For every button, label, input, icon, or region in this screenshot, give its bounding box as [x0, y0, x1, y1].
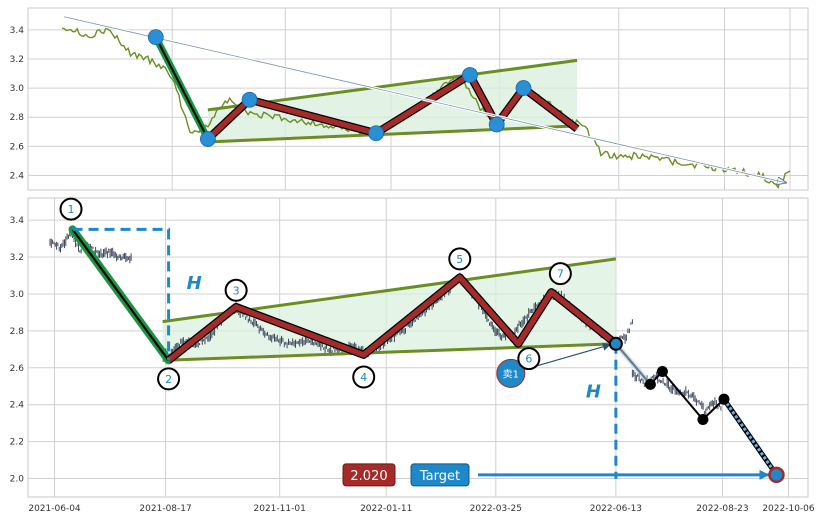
overview-panel: 2.4 2.6 2.8 3.0 3.2 3.4 [10, 7, 809, 191]
detail-target-point [768, 466, 785, 484]
detail-xtick-label: 2021-06-04 [28, 504, 81, 514]
detail-h-measure-line [72, 227, 171, 361]
detail-pivot-label-circle [448, 247, 472, 271]
detail-ytick-label: 3.4 [10, 216, 25, 226]
overview-pivot-marker [462, 67, 478, 83]
detail-xtick-label: 2022-10-06 [762, 504, 815, 514]
detail-panel: 2021-06-04 2021-08-17 2021-11-01 2022-01-11… [10, 197, 815, 514]
detail-ytick-label: 2.6 [10, 364, 25, 374]
overview-frame [27, 7, 809, 191]
detail-xtick-label: 2021-08-17 [139, 504, 191, 514]
detail-ytick-label: 3.0 [10, 290, 25, 300]
detail-sell-circle [496, 358, 526, 388]
detail-pivot-label-circle [157, 367, 181, 391]
overview-pivot-marker [368, 125, 385, 142]
detail-pivot-label-circle [517, 347, 541, 371]
overview-pivot-marker [241, 91, 258, 108]
detail-forecast-point [656, 365, 668, 377]
overview-ytick-label: 2.8 [10, 113, 25, 123]
detail-frame [27, 197, 809, 498]
detail-xtick-label: 2022-06-13 [590, 504, 642, 514]
detail-pivot-label-circle [352, 365, 376, 389]
detail-xtick-label: 2022-01-11 [360, 504, 412, 514]
overview-ytick-label: 2.4 [10, 171, 25, 181]
overview-flagpole-inner [154, 36, 209, 140]
detail-pivot-label: 2 [165, 373, 172, 386]
detail-h-label: H [187, 273, 202, 294]
detail-pivot-label-circle [548, 262, 572, 286]
overview-trend-arrow-line [63, 16, 787, 184]
detail-sell-arrow [524, 342, 611, 370]
overview-pivot-marker [147, 29, 164, 46]
detail-flagpole-inner [71, 228, 170, 362]
detail-xtick-label: 2022-03-25 [470, 504, 522, 514]
detail-pivot-label: 7 [557, 268, 564, 281]
detail-lower-trendline [162, 342, 616, 362]
overview-pivot-marker [515, 80, 532, 96]
detail-xtick-label: 2021-11-01 [254, 504, 306, 514]
detail-ytick-label: 2.2 [10, 438, 24, 448]
detail-pivot-label: 1 [68, 203, 75, 216]
detail-forecast-point [644, 378, 656, 390]
detail-ytick-label: 3.2 [10, 253, 24, 263]
detail-forecast-path [615, 343, 778, 476]
overview-pivot-marker [488, 116, 505, 133]
detail-forecast-point [697, 413, 709, 425]
detail-forecast-leg1 [613, 342, 653, 387]
detail-ytick-label: 2.4 [10, 401, 25, 411]
overview-lower-trendline [207, 124, 578, 144]
detail-pivot-label: 3 [233, 284, 240, 297]
overview-triangle-fill [207, 60, 578, 142]
detail-target-label: Target [419, 469, 460, 484]
overview-ytick-label: 2.6 [10, 142, 25, 152]
detail-breakout-point [608, 336, 623, 351]
detail-xtick-label: 2022-08-23 [696, 504, 748, 514]
detail-zigzag-line [166, 274, 618, 363]
overview-pivot-marker [199, 131, 216, 147]
detail-pivot-label: 6 [525, 353, 532, 366]
detail-ytick-label: 2.0 [10, 475, 25, 485]
detail-target-label-box [410, 463, 470, 487]
detail-pivot-label-circle [59, 197, 83, 221]
detail-sell-label: 卖1 [503, 368, 519, 380]
detail-forecast-point [718, 393, 730, 405]
detail-target-value: 2.020 [350, 469, 387, 484]
detail-forecast-leg-final [722, 398, 778, 476]
detail-ytick-label: 2.8 [10, 327, 25, 337]
detail-target-value-box [342, 463, 396, 487]
detail-pivot-label: 5 [456, 253, 463, 266]
overview-ytick-label: 3.0 [10, 84, 25, 94]
overview-ytick-label: 3.4 [10, 26, 25, 36]
overview-ytick-label: 3.2 [10, 55, 24, 65]
detail-pivot-label: 4 [360, 371, 367, 384]
detail-pivot-label-circle [224, 278, 248, 302]
detail-h-projection-label: H [586, 381, 601, 402]
